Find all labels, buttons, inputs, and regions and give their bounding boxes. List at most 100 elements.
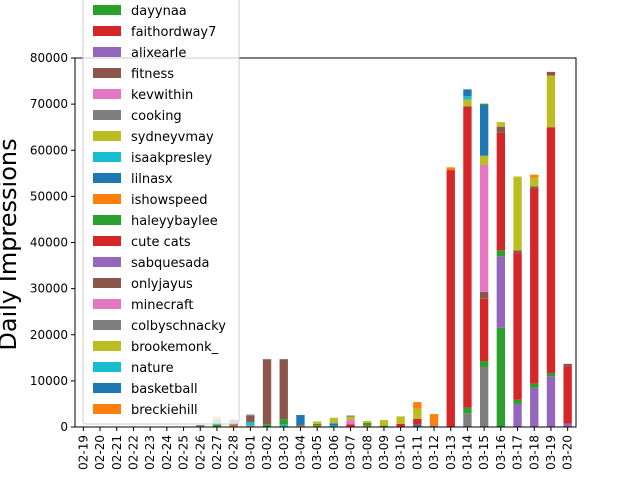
legend-swatch bbox=[93, 131, 121, 141]
x-tick-label: 03-04 bbox=[293, 435, 307, 470]
bar-segment bbox=[546, 71, 556, 76]
legend-label: onlyjayus bbox=[131, 277, 193, 292]
bar-segment bbox=[546, 376, 556, 427]
x-tick-label: 02-22 bbox=[126, 435, 140, 470]
bar-segment bbox=[563, 363, 572, 367]
x-tick-label: 03-09 bbox=[377, 435, 391, 470]
x-tick-label: 03-20 bbox=[561, 435, 575, 470]
legend-label: cute cats bbox=[131, 235, 191, 250]
x-tick-label: 02-19 bbox=[76, 435, 90, 470]
bar-stack-03-07 bbox=[346, 415, 355, 427]
legend-swatch bbox=[93, 89, 121, 99]
y-tick-label: 30000 bbox=[30, 282, 68, 296]
bar-segment bbox=[546, 75, 556, 128]
bar-stack-03-18 bbox=[530, 174, 539, 427]
legend-swatch bbox=[93, 299, 121, 309]
x-tick-label: 03-19 bbox=[544, 435, 558, 470]
bar-segment bbox=[446, 170, 455, 427]
bar-segment bbox=[530, 174, 539, 178]
bar-segment bbox=[279, 424, 288, 427]
legend-label: minecraft bbox=[131, 298, 193, 313]
legend-box bbox=[82, 0, 240, 425]
x-tick-label: 02-26 bbox=[193, 435, 207, 470]
bar-stack-03-08 bbox=[363, 421, 372, 427]
bar-segment bbox=[446, 167, 455, 171]
x-tick-label: 03-05 bbox=[310, 435, 324, 470]
bar-segment bbox=[496, 122, 506, 127]
y-tick-label: 40000 bbox=[30, 236, 68, 250]
legend-swatch bbox=[93, 362, 121, 372]
bar-stack-03-01 bbox=[246, 414, 255, 427]
bar-segment bbox=[413, 408, 422, 419]
bar-stack-03-20 bbox=[563, 363, 572, 427]
legend-swatch bbox=[93, 68, 121, 78]
legend-swatch bbox=[93, 320, 121, 330]
legend: dayynaa faithordway7 alixearle fitness kevwi… bbox=[82, 0, 240, 425]
bar-segment bbox=[496, 126, 506, 133]
bar-stack-03-19 bbox=[546, 71, 556, 427]
bar-stack-03-15 bbox=[479, 103, 489, 427]
x-tick-label: 03-08 bbox=[360, 435, 374, 470]
x-tick-label: 03-12 bbox=[427, 435, 441, 470]
bar-stack-03-11 bbox=[413, 402, 422, 427]
x-tick-label: 03-10 bbox=[394, 435, 408, 470]
legend-swatch bbox=[93, 215, 121, 225]
legend-swatch bbox=[93, 404, 121, 414]
legend-label: fitness bbox=[131, 67, 174, 82]
bar-segment bbox=[346, 424, 355, 427]
bar-stack-03-02 bbox=[262, 359, 272, 427]
legend-swatch bbox=[93, 257, 121, 267]
y-axis-label: Daily Impressions bbox=[0, 138, 22, 350]
bar-segment bbox=[262, 359, 272, 425]
bar-segment bbox=[513, 403, 522, 427]
bar-segment bbox=[346, 420, 355, 425]
x-tick-label: 02-20 bbox=[93, 435, 107, 470]
bar-stack-03-09 bbox=[379, 420, 389, 427]
x-tick-label: 03-16 bbox=[494, 435, 508, 470]
legend-swatch bbox=[93, 47, 121, 57]
x-tick-label: 03-15 bbox=[477, 435, 491, 470]
bar-segment bbox=[530, 188, 539, 384]
legend-label: haleyybaylee bbox=[131, 214, 218, 229]
bar-stack-03-06 bbox=[329, 417, 339, 427]
bar-segment bbox=[329, 417, 339, 424]
bar-stack-03-13 bbox=[446, 167, 455, 427]
bar-segment bbox=[513, 253, 522, 400]
x-tick-label: 02-23 bbox=[143, 435, 157, 470]
bar-stack-03-14 bbox=[463, 89, 472, 427]
bar-stack-03-12 bbox=[429, 414, 439, 427]
bar-segment bbox=[246, 425, 255, 427]
x-tick-label: 03-13 bbox=[444, 435, 458, 470]
x-tick-label: 03-17 bbox=[511, 435, 525, 470]
bar-segment bbox=[496, 327, 506, 427]
x-tick-label: 03-14 bbox=[460, 435, 474, 470]
legend-label: brookemonk_ bbox=[131, 340, 219, 355]
x-tick-label: 02-28 bbox=[227, 435, 241, 470]
legend-label: cooking bbox=[131, 109, 182, 124]
bar-segment bbox=[479, 165, 489, 292]
bar-segment bbox=[496, 250, 506, 257]
legend-label: ishowspeed bbox=[131, 193, 207, 208]
y-tick-label: 60000 bbox=[30, 143, 68, 157]
bar-stack-03-03 bbox=[279, 359, 288, 427]
bar-segment bbox=[312, 425, 322, 427]
legend-swatch bbox=[93, 110, 121, 120]
bar-segment bbox=[363, 422, 372, 426]
legend-label: isaakpresley bbox=[131, 151, 213, 166]
bar-segment bbox=[463, 413, 472, 427]
y-tick-label: 20000 bbox=[30, 328, 68, 342]
legend-swatch bbox=[93, 152, 121, 162]
bar-segment bbox=[413, 424, 422, 427]
bar-segment bbox=[429, 414, 439, 426]
bars-layer bbox=[196, 71, 572, 427]
bar-segment bbox=[479, 291, 489, 299]
y-tick-label: 80000 bbox=[30, 51, 68, 65]
x-tick-label: 03-07 bbox=[344, 435, 358, 470]
legend-label: alixearle bbox=[131, 46, 186, 61]
legend-label: lilnasx bbox=[131, 172, 173, 187]
bar-segment bbox=[463, 96, 472, 100]
y-tick-label: 50000 bbox=[30, 189, 68, 203]
y-axis-ticks: 0 10000 20000 30000 40000 50000 60000 70000 8000… bbox=[30, 51, 75, 434]
bar-segment bbox=[479, 105, 489, 156]
